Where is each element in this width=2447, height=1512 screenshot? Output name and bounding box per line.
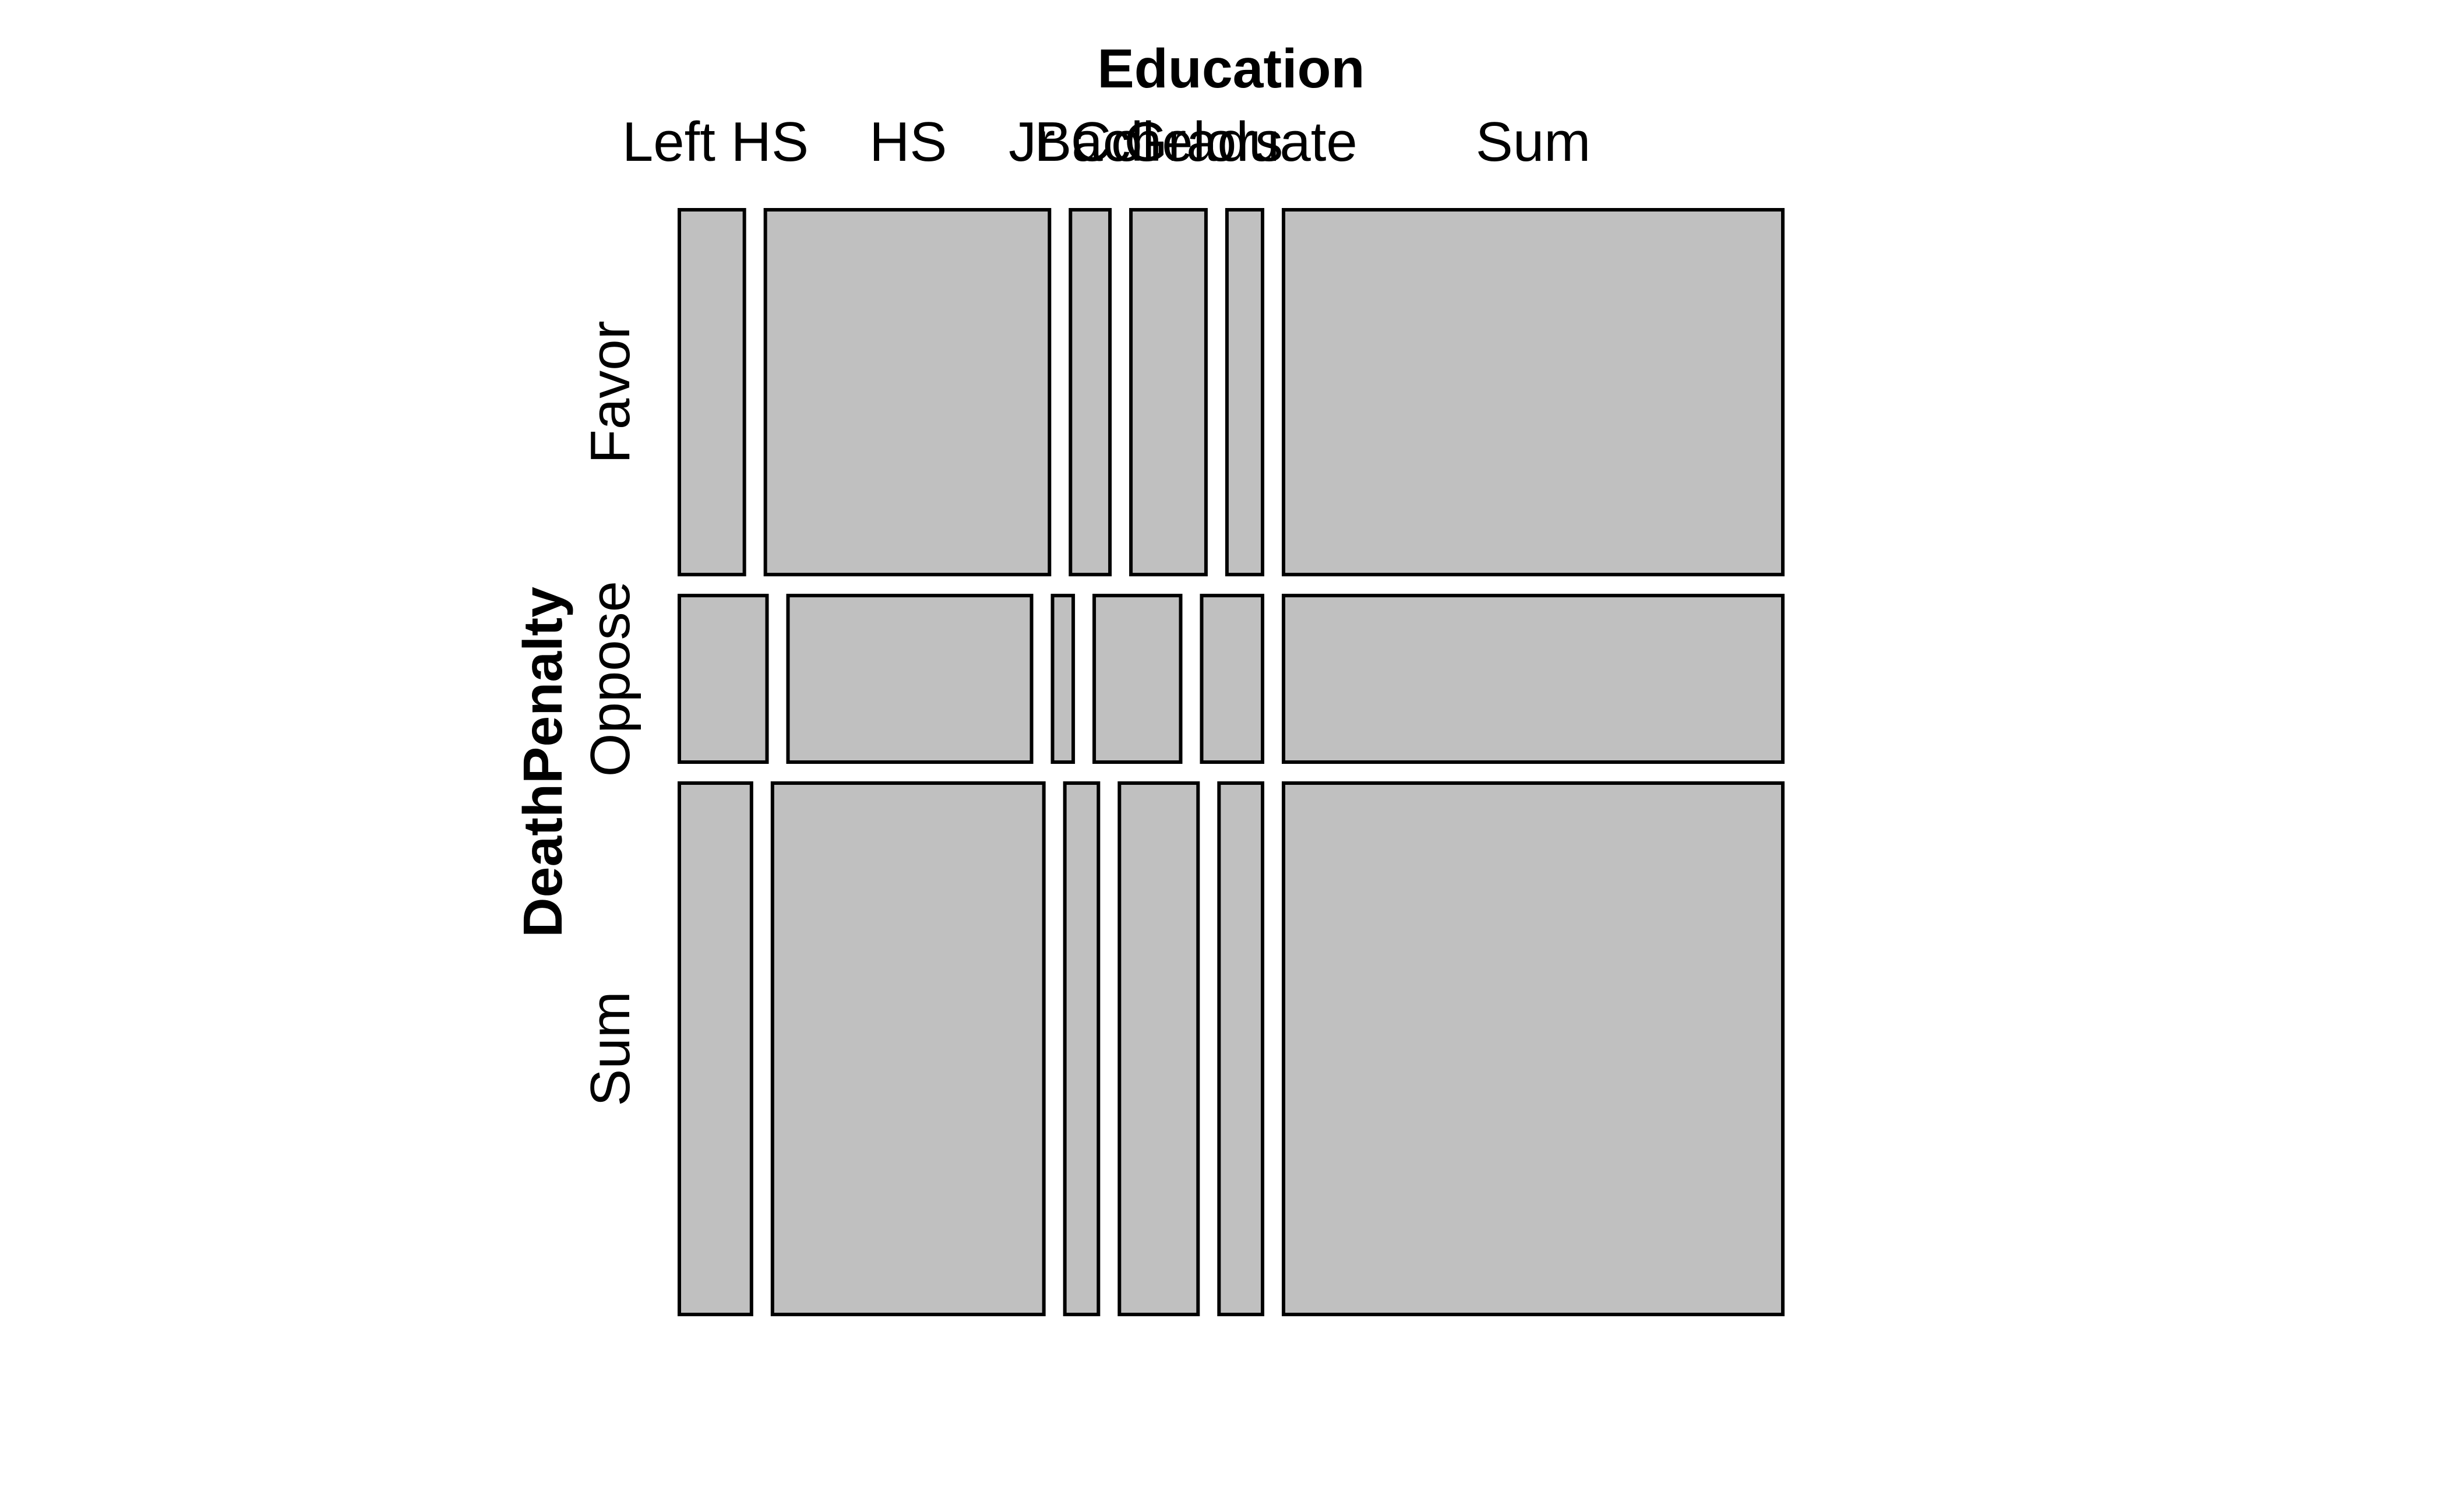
column-label: Graduate bbox=[1124, 111, 1358, 173]
row-label: Oppose bbox=[579, 581, 641, 777]
mosaic-tile bbox=[1117, 781, 1200, 1316]
mosaic-tile bbox=[1225, 208, 1265, 577]
mosaic-tile bbox=[1282, 594, 1785, 764]
mosaic-tile bbox=[770, 781, 1046, 1316]
mosaic-tile bbox=[1092, 594, 1183, 764]
mosaic-tile bbox=[1282, 208, 1785, 577]
mosaic-tile bbox=[1063, 781, 1101, 1316]
mosaic-tile bbox=[763, 208, 1052, 577]
column-label: Bachelors bbox=[1034, 111, 1283, 173]
mosaic-tile bbox=[1129, 208, 1208, 577]
column-label: Sum bbox=[1476, 111, 1591, 173]
row-label: Sum bbox=[579, 991, 641, 1106]
mosaic-tile bbox=[1069, 208, 1112, 577]
mosaic-tile bbox=[678, 781, 753, 1316]
column-label: Jr Col bbox=[1009, 111, 1155, 173]
y-axis-title: DeathPenalty bbox=[512, 587, 574, 937]
mosaic-labels: Education DeathPenalty Left HS HS Jr ColBa… bbox=[512, 38, 1591, 1106]
x-axis-title: Education bbox=[1097, 38, 1364, 100]
mosaic-tile bbox=[678, 594, 769, 764]
mosaic-tile bbox=[678, 208, 746, 577]
mosaic-tile bbox=[1217, 781, 1265, 1316]
mosaic-tile bbox=[1050, 594, 1076, 764]
column-label: Left HS bbox=[622, 111, 809, 173]
mosaic-tile bbox=[1200, 594, 1264, 764]
mosaic-tile bbox=[786, 594, 1034, 764]
mosaic-tile bbox=[1282, 781, 1785, 1316]
row-label: Favor bbox=[579, 320, 641, 463]
column-label: HS bbox=[869, 111, 947, 173]
mosaic-tiles bbox=[678, 208, 1785, 1316]
